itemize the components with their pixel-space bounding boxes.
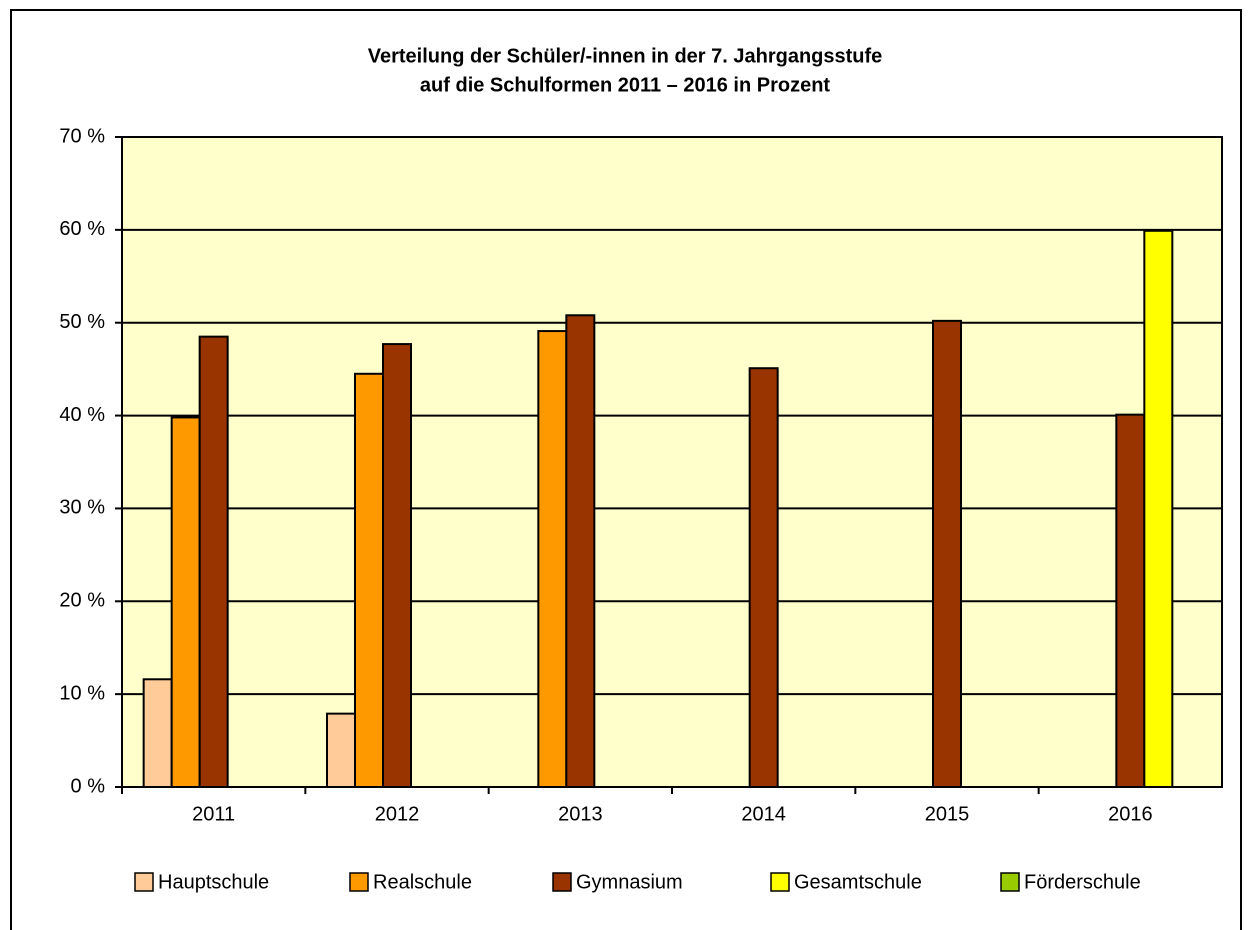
bar: [537, 330, 568, 788]
bar: [382, 343, 412, 788]
legend-label: Gesamtschule: [794, 871, 922, 893]
x-tick-label: 2016: [1108, 803, 1153, 825]
x-tick-label: 2013: [558, 803, 603, 825]
plot-area: [122, 137, 1222, 787]
legend-label: Gymnasium: [576, 871, 683, 893]
chart-title: auf die Schulformen 2011 – 2016 in Proze…: [420, 74, 830, 96]
chart-title: Verteilung der Schüler/-innen in der 7. …: [368, 45, 883, 67]
bar: [565, 314, 596, 788]
x-tick-label: 2015: [925, 803, 970, 825]
y-tick-label: 60 %: [59, 218, 105, 240]
bar: [932, 319, 962, 788]
bar: [748, 367, 779, 788]
y-tick-label: 0 %: [71, 775, 106, 797]
legend-swatch: [552, 872, 572, 892]
chart-frame: [10, 9, 1242, 930]
legend-label: Realschule: [373, 871, 472, 893]
bar: [326, 712, 356, 789]
legend-swatch: [349, 872, 369, 892]
legend-label: Förderschule: [1024, 871, 1141, 893]
bar: [170, 416, 201, 788]
x-tick-label: 2011: [192, 803, 235, 825]
x-tick-label: 2014: [741, 803, 786, 825]
y-tick-label: 10 %: [59, 682, 105, 704]
legend-swatch: [134, 872, 154, 892]
bar: [354, 372, 384, 788]
y-tick-label: 50 %: [59, 311, 105, 333]
bar: [1143, 229, 1174, 789]
bar: [198, 335, 229, 788]
legend-swatch: [1000, 872, 1020, 892]
y-tick-label: 70 %: [59, 125, 105, 147]
plot-border: [121, 136, 1223, 788]
legend-label: Hauptschule: [158, 871, 269, 893]
legend-swatch: [770, 872, 790, 892]
x-tick-label: 2012: [375, 803, 420, 825]
bar: [142, 678, 173, 788]
y-tick-label: 30 %: [59, 497, 105, 519]
bar: [1115, 413, 1146, 788]
y-tick-label: 40 %: [59, 404, 105, 426]
y-tick-label: 20 %: [59, 590, 105, 612]
